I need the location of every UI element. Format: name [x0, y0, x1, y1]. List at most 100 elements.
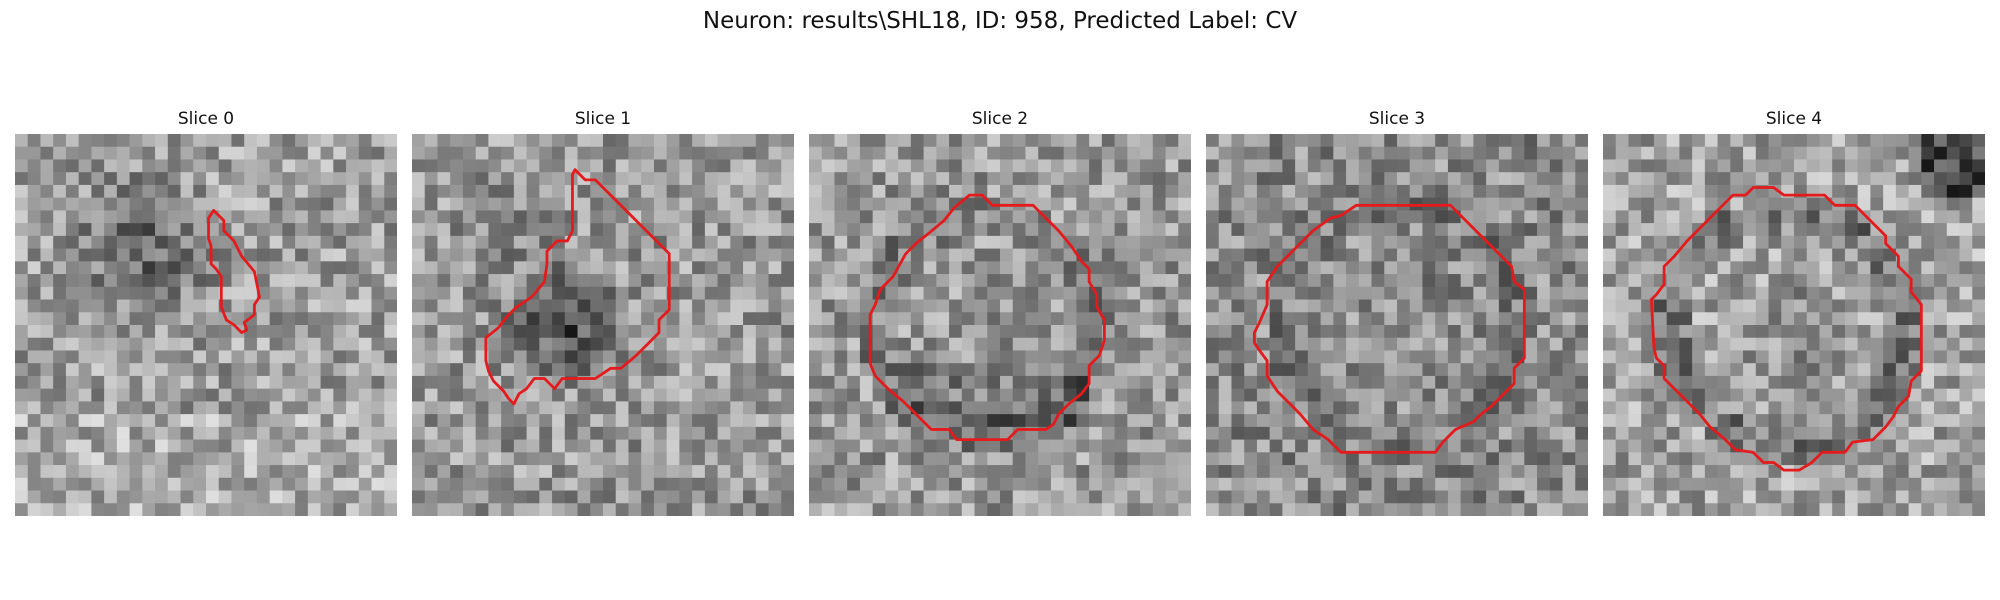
- pixel: [898, 439, 912, 453]
- pixel: [307, 363, 321, 377]
- pixel: [1819, 134, 1833, 147]
- pixel: [358, 172, 372, 186]
- pixel: [1498, 439, 1512, 453]
- pixel: [1320, 197, 1334, 211]
- pixel: [1511, 261, 1525, 275]
- pixel: [1575, 299, 1588, 313]
- pixel: [333, 261, 347, 275]
- pixel: [513, 184, 527, 198]
- pixel: [936, 299, 950, 313]
- pixel: [218, 350, 232, 364]
- pixel: [346, 146, 360, 160]
- pixel: [526, 235, 540, 249]
- pixel: [15, 210, 28, 224]
- pixel: [577, 197, 591, 211]
- pixel: [1615, 490, 1629, 504]
- pixel: [1282, 426, 1296, 440]
- pixel: [27, 299, 41, 313]
- pixel: [1755, 286, 1769, 300]
- pixel: [552, 452, 566, 466]
- pixel: [142, 312, 156, 326]
- pixel: [615, 439, 629, 453]
- pixel: [91, 235, 105, 249]
- pixel: [1870, 325, 1884, 338]
- pixel: [1704, 401, 1718, 415]
- pixel: [1946, 363, 1960, 377]
- pixel: [412, 325, 425, 338]
- pixel: [717, 350, 731, 364]
- pixel: [475, 223, 489, 237]
- pixel: [603, 325, 616, 338]
- pixel: [1704, 452, 1718, 466]
- pixel: [346, 388, 360, 402]
- pixel: [552, 299, 566, 313]
- pixel: [1819, 235, 1833, 249]
- pixel: [730, 439, 744, 453]
- pixel: [898, 197, 912, 211]
- pixel: [564, 426, 578, 440]
- pixel: [1908, 490, 1922, 504]
- pixel: [1498, 274, 1512, 288]
- pixel: [475, 490, 489, 504]
- pixel: [65, 452, 79, 466]
- pixel: [371, 248, 385, 262]
- pixel: [1781, 261, 1795, 275]
- pixel: [1603, 477, 1616, 491]
- pixel: [1524, 452, 1538, 466]
- pixel: [27, 388, 41, 402]
- pixel: [129, 490, 143, 504]
- pixel: [1934, 235, 1948, 249]
- pixel: [1295, 210, 1309, 224]
- pixel: [1038, 363, 1052, 377]
- pixel: [872, 452, 886, 466]
- pixel: [809, 414, 822, 428]
- pixel: [1000, 388, 1013, 402]
- pixel: [501, 325, 515, 338]
- pixel: [603, 439, 616, 453]
- pixel: [974, 414, 988, 428]
- pixel: [167, 439, 181, 453]
- pixel: [1486, 363, 1500, 377]
- pixel: [501, 363, 515, 377]
- pixel: [809, 299, 822, 313]
- pixel: [1307, 197, 1321, 211]
- pixel: [1038, 452, 1052, 466]
- pixel: [1794, 299, 1807, 313]
- pixel: [244, 439, 258, 453]
- pixel: [717, 197, 731, 211]
- pixel: [1844, 426, 1858, 440]
- pixel: [743, 337, 757, 351]
- pixel: [358, 350, 372, 364]
- pixel: [1511, 312, 1525, 326]
- pixel: [1050, 490, 1064, 504]
- pixel: [1460, 337, 1474, 351]
- pixel: [1743, 490, 1757, 504]
- pixel: [923, 490, 937, 504]
- pixel: [847, 248, 861, 262]
- pixel: [809, 503, 822, 516]
- pixel: [358, 210, 372, 224]
- pixel: [142, 159, 156, 173]
- pixel: [1768, 159, 1782, 173]
- pixel: [949, 184, 963, 198]
- pixel: [1603, 235, 1616, 249]
- pixel: [1666, 350, 1680, 364]
- pixel: [809, 210, 822, 224]
- pixel: [193, 159, 207, 173]
- pixel: [1269, 184, 1283, 198]
- pixel: [450, 439, 464, 453]
- pixel: [1165, 465, 1179, 479]
- pixel: [872, 210, 886, 224]
- pixel: [1397, 274, 1410, 288]
- pixel: [1562, 477, 1576, 491]
- pixel: [1307, 248, 1321, 262]
- pixel: [923, 350, 937, 364]
- pixel: [1832, 439, 1846, 453]
- pixel: [371, 197, 385, 211]
- pixel: [1307, 503, 1321, 516]
- pixel: [513, 146, 527, 160]
- pixel: [1397, 223, 1410, 237]
- pixel: [1819, 337, 1833, 351]
- pixel: [1282, 414, 1296, 428]
- pixel: [755, 401, 769, 415]
